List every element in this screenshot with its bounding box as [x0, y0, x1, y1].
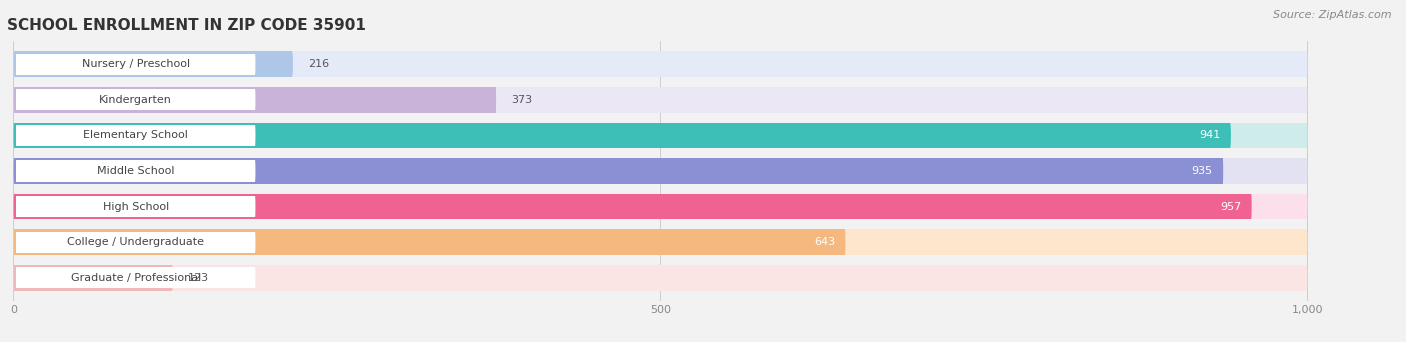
Bar	[14, 87, 1306, 113]
Bar	[14, 265, 1306, 291]
Text: 935: 935	[1192, 166, 1213, 176]
Bar	[14, 122, 1306, 148]
Bar	[14, 51, 292, 77]
Bar	[17, 160, 254, 182]
Text: 373: 373	[512, 95, 533, 105]
Bar	[14, 87, 495, 113]
Bar	[14, 51, 1306, 77]
Text: SCHOOL ENROLLMENT IN ZIP CODE 35901: SCHOOL ENROLLMENT IN ZIP CODE 35901	[7, 18, 366, 33]
Text: Nursery / Preschool: Nursery / Preschool	[82, 59, 190, 69]
Text: High School: High School	[103, 201, 169, 212]
Text: Middle School: Middle School	[97, 166, 174, 176]
Bar	[17, 232, 254, 253]
Text: 216: 216	[308, 59, 329, 69]
Bar	[14, 158, 1223, 184]
Text: 123: 123	[188, 273, 209, 283]
Text: 941: 941	[1199, 130, 1220, 141]
Text: Source: ZipAtlas.com: Source: ZipAtlas.com	[1274, 10, 1392, 20]
Bar	[17, 125, 254, 146]
Bar	[17, 89, 254, 110]
Text: 643: 643	[814, 237, 835, 247]
Bar	[17, 196, 254, 217]
Bar	[14, 194, 1306, 220]
Bar	[14, 265, 172, 291]
Text: 957: 957	[1220, 201, 1241, 212]
Bar	[14, 122, 1230, 148]
Bar	[17, 54, 254, 75]
Bar	[14, 229, 1306, 255]
Bar	[14, 158, 1306, 184]
Text: Elementary School: Elementary School	[83, 130, 188, 141]
Bar	[14, 194, 1251, 220]
Bar	[17, 267, 254, 288]
Bar	[14, 229, 845, 255]
Text: Graduate / Professional: Graduate / Professional	[70, 273, 201, 283]
Text: College / Undergraduate: College / Undergraduate	[67, 237, 204, 247]
Text: Kindergarten: Kindergarten	[100, 95, 172, 105]
